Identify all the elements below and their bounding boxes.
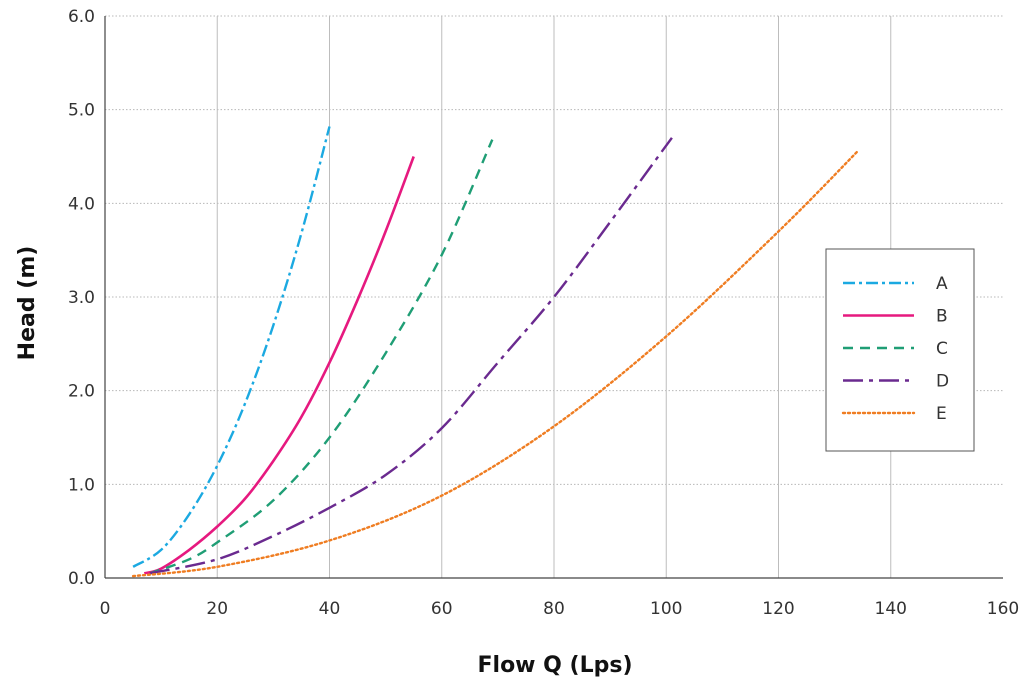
y-axis-title: Head (m) — [15, 246, 40, 361]
x-tick-labels: 0 20 40 60 80 100 120 140 160 — [100, 599, 1020, 619]
y-tick-label: 0.0 — [68, 569, 95, 589]
x-tick-label: 100 — [650, 599, 682, 619]
y-tick-label: 6.0 — [68, 7, 95, 27]
y-tick-label: 5.0 — [68, 101, 95, 121]
x-tick-label: 160 — [987, 599, 1019, 619]
series-lines — [131, 126, 859, 578]
y-tick-label: 3.0 — [68, 288, 95, 308]
series-line-e — [131, 150, 859, 578]
y-tick-label: 4.0 — [68, 194, 95, 214]
x-tick-label: 0 — [100, 599, 111, 619]
legend-label-e: E — [936, 404, 947, 424]
x-tick-label: 80 — [543, 599, 565, 619]
series-line-d — [149, 137, 673, 575]
x-tick-label: 120 — [762, 599, 794, 619]
legend-label-c: C — [936, 339, 948, 359]
legend-box — [825, 248, 975, 452]
series-line-b — [143, 156, 415, 575]
x-tick-label: 60 — [431, 599, 453, 619]
series-line-c — [149, 139, 494, 575]
x-tick-label: 20 — [206, 599, 228, 619]
axes — [104, 16, 1003, 579]
y-tick-label: 1.0 — [68, 475, 95, 495]
legend-label-b: B — [936, 307, 948, 327]
x-tick-label: 140 — [875, 599, 907, 619]
grid-lines — [105, 15, 1003, 578]
x-axis-title: Flow Q (Lps) — [478, 653, 633, 678]
y-tick-labels: 0.0 1.0 2.0 3.0 4.0 5.0 6.0 — [68, 7, 95, 589]
y-tick-label: 2.0 — [68, 382, 95, 402]
series-line-a — [132, 126, 331, 568]
x-tick-label: 40 — [319, 599, 341, 619]
legend-label-a: A — [936, 274, 948, 294]
legend-label-d: D — [936, 372, 949, 392]
